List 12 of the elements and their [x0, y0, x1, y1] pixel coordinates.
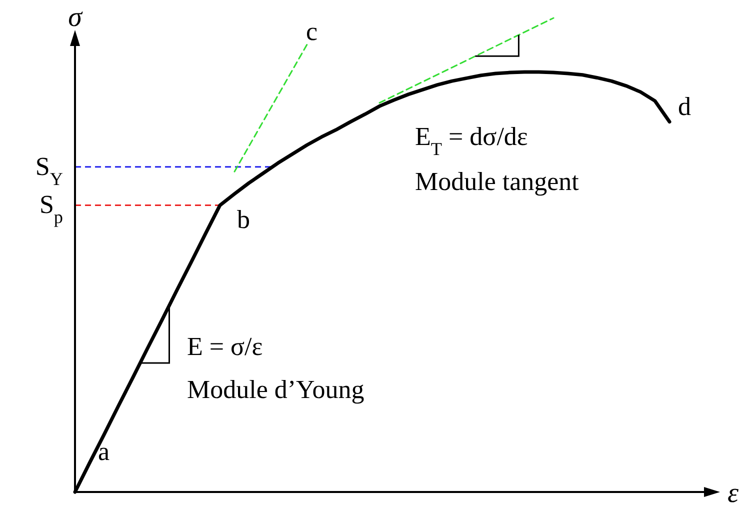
x-axis-title: ε [727, 478, 739, 505]
annotation: c [306, 17, 318, 46]
annotation: Module d’Young [187, 375, 364, 404]
ref-line-label: S$_{Y}$ [35, 152, 63, 189]
annotation: a [98, 437, 110, 466]
y-axis-title: σ [68, 2, 84, 33]
annotation: b [237, 205, 250, 234]
text: d [678, 92, 691, 121]
annotation: Module tangent [415, 167, 580, 196]
annotation: E = σ/ε [187, 332, 263, 361]
ref-line-label: S$_{p}$ [39, 190, 63, 228]
annotation: E$_{T}$ = dσ/dε [415, 122, 528, 159]
